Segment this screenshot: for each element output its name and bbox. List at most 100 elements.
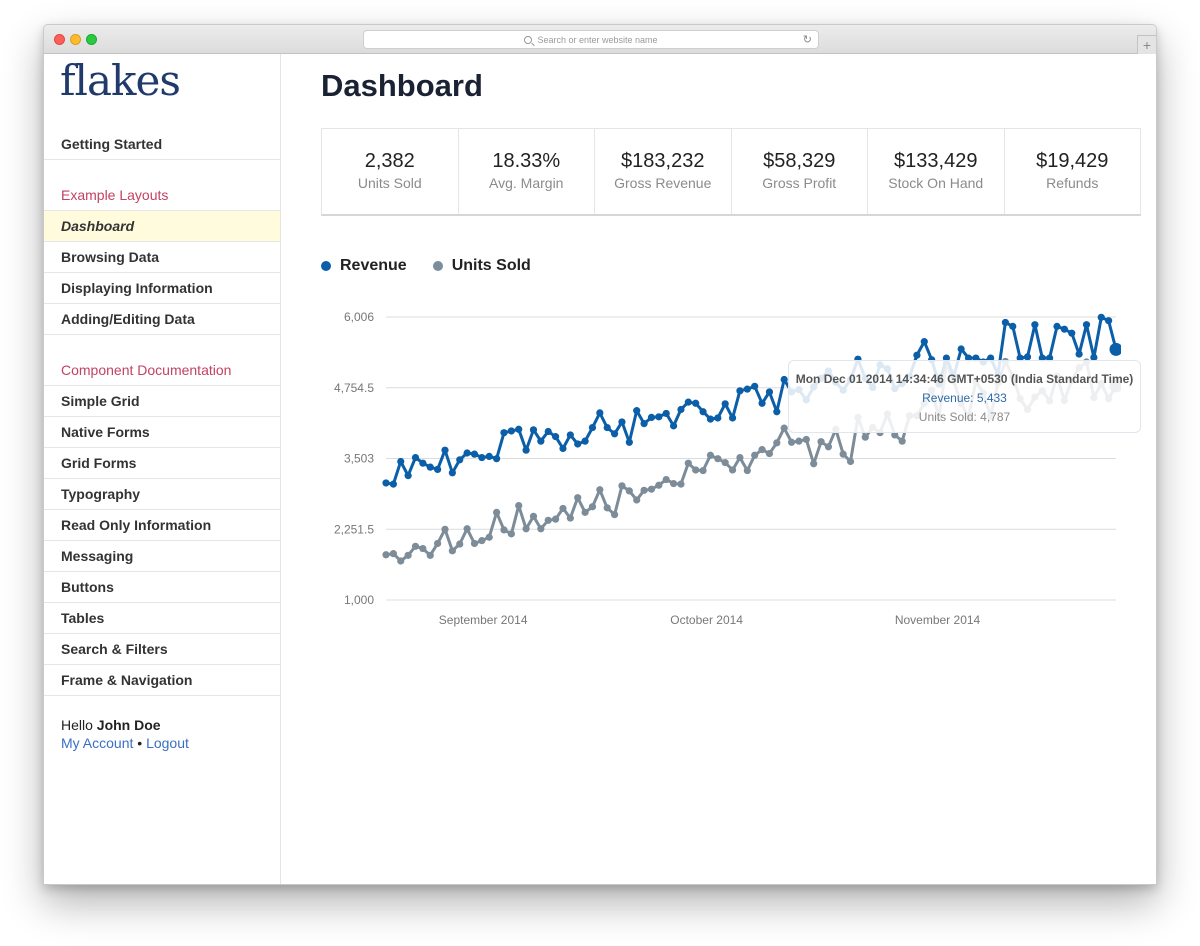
data-point[interactable] (566, 431, 574, 439)
data-point[interactable] (456, 540, 464, 548)
data-point[interactable] (699, 408, 707, 416)
data-point[interactable] (1090, 353, 1098, 362)
data-point[interactable] (544, 427, 552, 436)
data-point[interactable] (507, 530, 515, 538)
data-point[interactable] (1038, 354, 1046, 362)
zoom-window-button[interactable] (86, 34, 97, 45)
data-point[interactable] (898, 437, 906, 445)
data-point[interactable] (957, 345, 965, 353)
data-point[interactable] (397, 457, 405, 466)
data-point[interactable] (397, 557, 405, 565)
data-point[interactable] (441, 446, 449, 454)
data-point[interactable] (419, 544, 427, 553)
close-window-button[interactable] (54, 34, 65, 45)
data-point[interactable] (861, 433, 869, 441)
data-point[interactable] (942, 354, 951, 362)
sidebar-item-dashboard[interactable]: Dashboard (44, 211, 280, 242)
data-point[interactable] (1082, 321, 1091, 329)
data-point[interactable] (758, 446, 766, 454)
data-point[interactable] (441, 525, 449, 533)
data-point[interactable] (640, 420, 648, 428)
sidebar-item-native-forms[interactable]: Native Forms (44, 417, 280, 448)
data-point[interactable] (1001, 318, 1009, 327)
data-point[interactable] (537, 437, 545, 445)
data-point[interactable] (478, 537, 486, 545)
data-point[interactable] (500, 526, 508, 534)
data-point[interactable] (551, 433, 560, 441)
data-point[interactable] (463, 449, 471, 457)
data-point[interactable] (1105, 317, 1113, 325)
logout-link[interactable]: Logout (146, 735, 189, 751)
data-point[interactable] (529, 426, 538, 434)
data-point[interactable] (765, 449, 774, 458)
data-point[interactable] (470, 450, 479, 458)
data-point[interactable] (787, 438, 796, 446)
data-point[interactable] (1023, 353, 1032, 361)
data-point[interactable] (596, 486, 604, 494)
sidebar-item-buttons[interactable]: Buttons (44, 572, 280, 603)
data-point[interactable] (463, 525, 471, 533)
reload-icon[interactable]: ↻ (802, 34, 812, 46)
data-point[interactable] (891, 431, 899, 439)
data-point[interactable] (839, 450, 847, 458)
data-point[interactable] (1046, 354, 1054, 362)
data-point[interactable] (588, 423, 597, 432)
data-point[interactable] (736, 453, 744, 462)
data-point[interactable] (411, 453, 420, 462)
data-point[interactable] (382, 551, 390, 559)
data-point[interactable] (1109, 342, 1122, 356)
data-point[interactable] (1016, 354, 1024, 362)
data-point[interactable] (411, 542, 420, 550)
data-point[interactable] (603, 504, 611, 512)
data-point[interactable] (1060, 325, 1068, 333)
data-point[interactable] (780, 424, 788, 432)
sidebar-item-displaying-information[interactable]: Displaying Information (44, 273, 280, 304)
data-point[interactable] (389, 550, 397, 558)
data-point[interactable] (610, 511, 619, 519)
data-point[interactable] (625, 438, 633, 446)
data-point[interactable] (647, 413, 656, 422)
data-point[interactable] (581, 437, 589, 445)
data-point[interactable] (581, 508, 589, 516)
data-point[interactable] (1068, 329, 1076, 337)
data-point[interactable] (728, 466, 737, 474)
data-point[interactable] (419, 459, 427, 467)
sidebar-item-typography[interactable]: Typography (44, 479, 280, 510)
data-point[interactable] (529, 512, 538, 520)
data-point[interactable] (596, 409, 604, 417)
data-point[interactable] (470, 539, 479, 548)
data-point[interactable] (382, 479, 390, 487)
sidebar-item-simple-grid[interactable]: Simple Grid (44, 386, 280, 417)
data-point[interactable] (758, 399, 766, 407)
data-point[interactable] (699, 466, 707, 475)
data-point[interactable] (618, 482, 626, 490)
data-point[interactable] (434, 465, 442, 474)
data-point[interactable] (618, 418, 626, 426)
data-point[interactable] (426, 551, 434, 559)
data-point[interactable] (640, 486, 648, 494)
data-point[interactable] (610, 430, 619, 438)
data-point[interactable] (559, 444, 567, 453)
data-point[interactable] (692, 466, 700, 474)
data-point[interactable] (647, 485, 656, 493)
data-point[interactable] (537, 525, 545, 533)
data-point[interactable] (625, 487, 633, 495)
data-point[interactable] (493, 455, 501, 463)
data-point[interactable] (515, 501, 523, 510)
data-point[interactable] (714, 455, 722, 463)
data-point[interactable] (404, 472, 412, 480)
sidebar-item-grid-forms[interactable]: Grid Forms (44, 448, 280, 479)
legend-item-revenue[interactable]: Revenue (321, 257, 407, 275)
sidebar-item-adding-editing-data[interactable]: Adding/Editing Data (44, 304, 280, 335)
data-point[interactable] (448, 469, 456, 477)
data-point[interactable] (824, 443, 833, 451)
data-point[interactable] (817, 438, 825, 446)
data-point[interactable] (964, 354, 973, 362)
data-point[interactable] (456, 456, 464, 464)
data-point[interactable] (448, 547, 456, 555)
data-point[interactable] (603, 423, 611, 432)
new-tab-button[interactable]: + (1137, 35, 1156, 54)
data-point[interactable] (773, 439, 781, 447)
address-bar[interactable]: Search or enter website name ↻ (363, 30, 819, 49)
sidebar-item-read-only-information[interactable]: Read Only Information (44, 510, 280, 541)
